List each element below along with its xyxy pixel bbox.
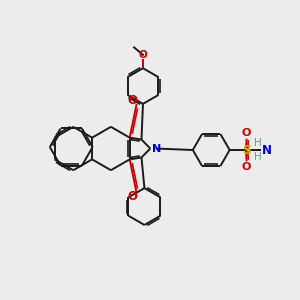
Text: N: N xyxy=(262,143,272,157)
Text: S: S xyxy=(242,143,251,157)
Text: H: H xyxy=(254,152,262,162)
Text: N: N xyxy=(152,143,161,154)
Text: O: O xyxy=(242,128,251,138)
Text: O: O xyxy=(139,50,147,60)
Text: H: H xyxy=(254,138,262,148)
Text: O: O xyxy=(242,162,251,172)
Text: O: O xyxy=(127,94,137,107)
Text: O: O xyxy=(127,190,137,202)
